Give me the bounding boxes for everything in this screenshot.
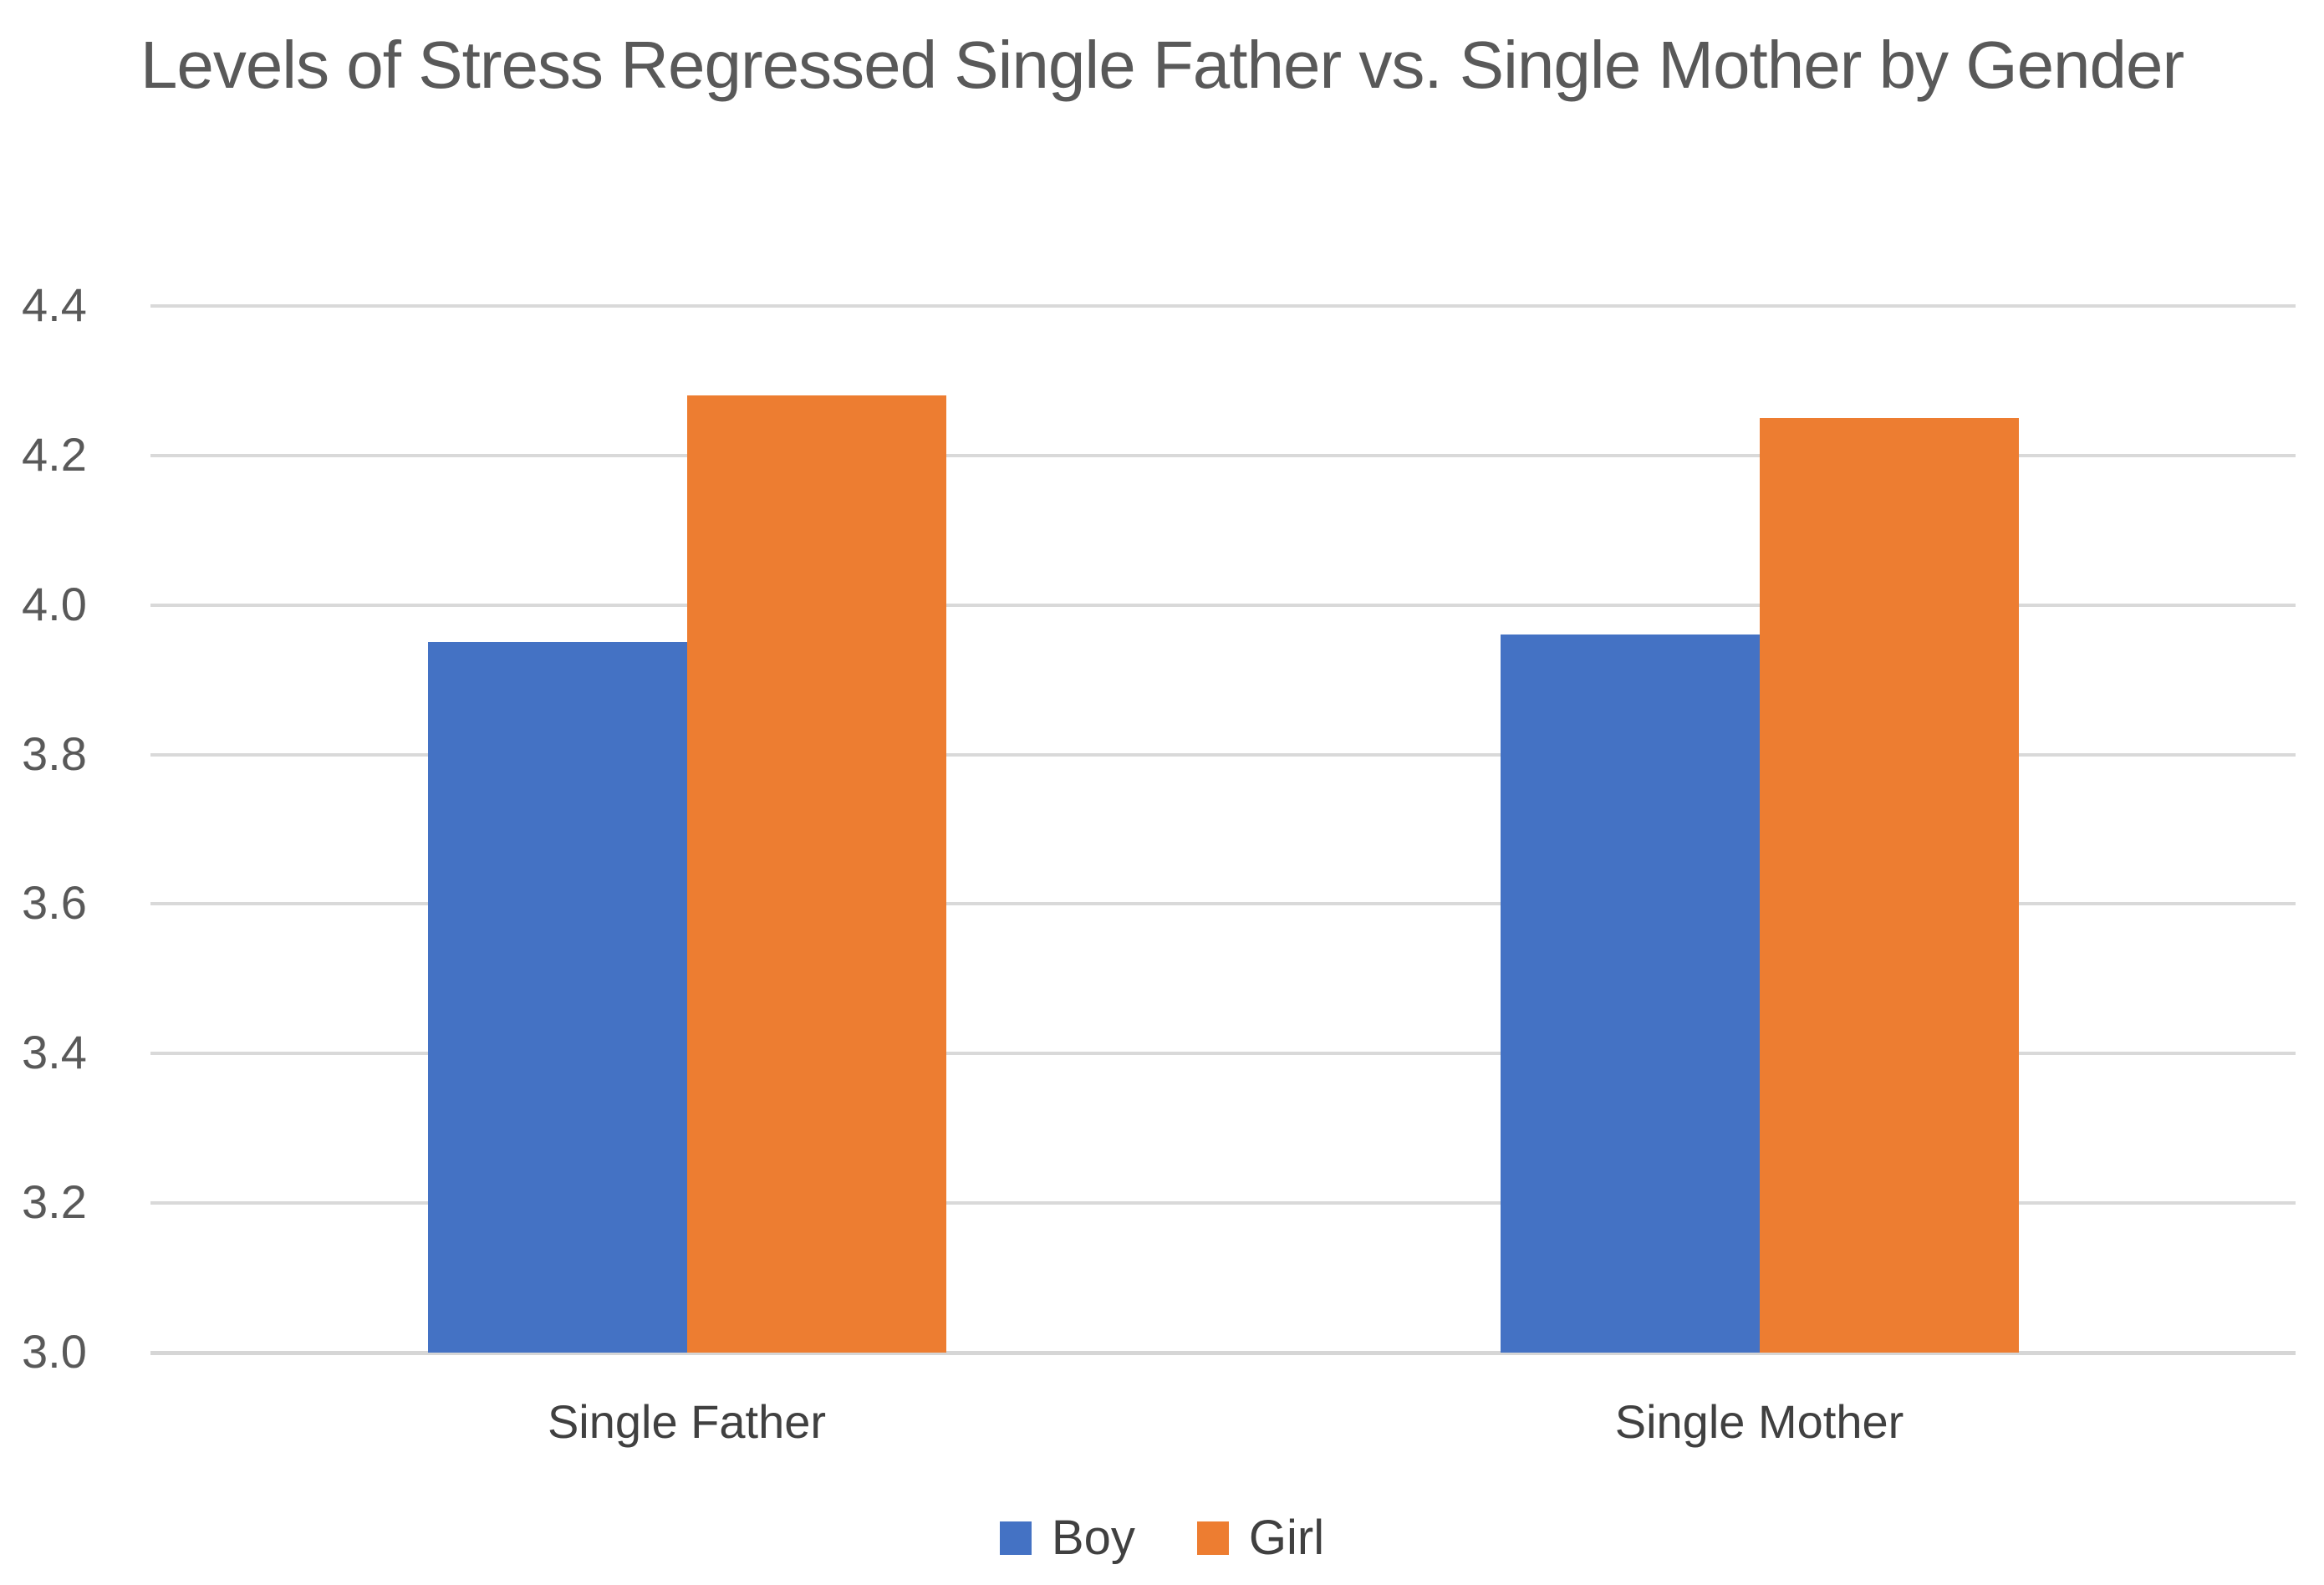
legend-swatch-boy [999,1521,1032,1555]
x-axis-line [150,1351,2296,1355]
y-axis-tick-label: 4.2 [22,427,87,481]
y-axis-tick-label: 3.4 [22,1026,87,1079]
gridline [150,304,2296,308]
bar-girl-single-father [686,395,946,1353]
gridline [150,603,2296,607]
x-axis-label-single-mother: Single Mother [1614,1395,1904,1448]
legend-label-girl: Girl [1248,1511,1325,1565]
y-axis-tick-label: 3.0 [22,1325,87,1378]
gridline [150,902,2296,906]
y-axis-tick-label: 3.8 [22,726,87,780]
y-axis-tick-label: 4.0 [22,577,87,630]
legend-item-girl: Girl [1196,1510,1325,1566]
gridline [150,453,2296,457]
y-axis-tick-label: 4.4 [22,278,87,331]
bar-boy-single-mother [1500,635,1760,1353]
y-axis-tick-label: 3.2 [22,1175,87,1229]
gridline [150,1201,2296,1205]
bar-girl-single-mother [1759,418,2019,1353]
gridline [150,752,2296,757]
bar-boy-single-father [427,642,687,1353]
legend-label-boy: Boy [1051,1511,1135,1565]
legend-item-boy: Boy [999,1510,1135,1566]
x-axis-label-single-father: Single Father [547,1395,827,1448]
chart-title: Levels of Stress Regressed Single Father… [140,28,2184,102]
y-axis-tick-label: 3.6 [22,876,87,930]
legend-swatch-girl [1196,1521,1229,1555]
gridline [150,1052,2296,1056]
legend: Boy Girl [0,1510,2324,1566]
